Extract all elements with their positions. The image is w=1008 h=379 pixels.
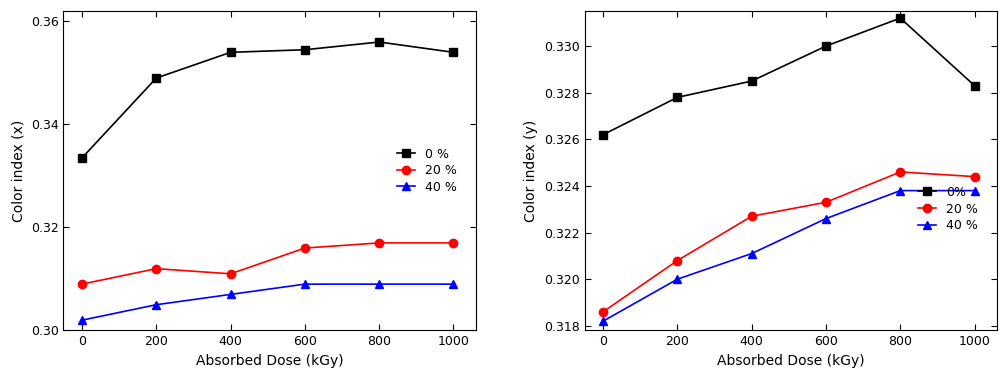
Line: 0 %: 0 % [78,38,458,162]
20 % [746,214,758,219]
Legend: 0 %, 20 %, 40 %: 0 %, 20 %, 40 % [396,147,458,194]
Line: 40 %: 40 % [78,280,458,324]
40 % [746,251,758,256]
40 % [150,302,162,307]
0% [746,79,758,83]
X-axis label: Absorbed Dose (kGy): Absorbed Dose (kGy) [717,354,865,368]
20 % [76,282,88,287]
Line: 20 %: 20 % [78,239,458,288]
0 % [150,76,162,80]
20 % [373,241,385,245]
Line: 0%: 0% [599,14,979,139]
40 % [448,282,460,287]
40 % [894,188,906,193]
0% [671,95,683,100]
40 % [298,282,310,287]
Legend: 0%, 20 %, 40 %: 0%, 20 %, 40 % [917,186,979,232]
20 % [448,241,460,245]
0% [820,44,832,49]
40 % [373,282,385,287]
40 % [671,277,683,282]
0% [894,16,906,20]
20 % [597,310,609,314]
Y-axis label: Color index (y): Color index (y) [524,120,538,222]
20 % [820,200,832,205]
0 % [448,50,460,55]
0% [597,132,609,137]
0% [969,83,981,88]
Y-axis label: Color index (x): Color index (x) [11,120,25,222]
20 % [225,271,237,276]
40 % [225,292,237,297]
20 % [298,246,310,251]
0 % [225,50,237,55]
Line: 20 %: 20 % [599,168,979,316]
20 % [671,258,683,263]
40 % [820,216,832,221]
20 % [894,170,906,174]
40 % [597,319,609,323]
0 % [298,47,310,52]
X-axis label: Absorbed Dose (kGy): Absorbed Dose (kGy) [196,354,344,368]
0 % [76,156,88,160]
20 % [150,266,162,271]
40 % [969,188,981,193]
20 % [969,174,981,179]
0 % [373,40,385,44]
40 % [76,318,88,323]
Line: 40 %: 40 % [599,186,979,325]
